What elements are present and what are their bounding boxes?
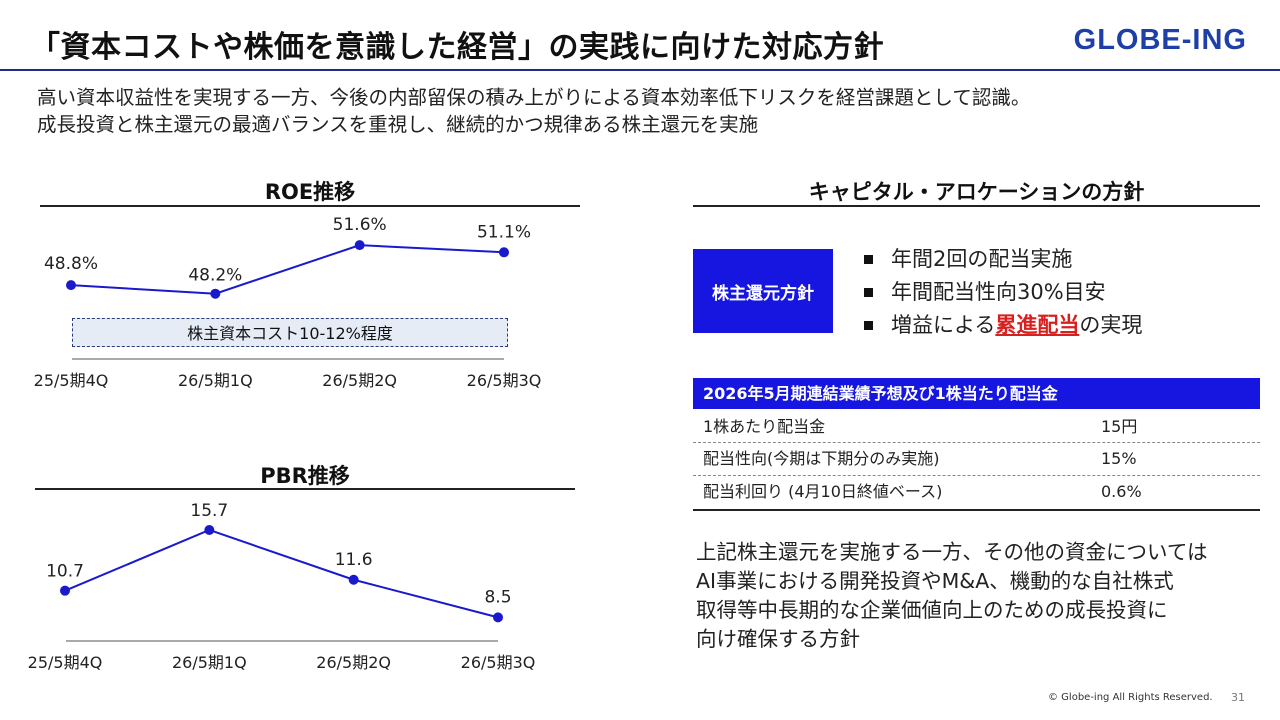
roe-x-tick-label: 26/5期1Q bbox=[178, 371, 253, 390]
table-row: 1株あたり配当金 15円 bbox=[693, 411, 1260, 443]
pbr-data-label: 15.7 bbox=[190, 501, 228, 521]
dividend-table-header: 2026年5月期連結業績予想及び1株当たり配当金 bbox=[693, 378, 1260, 409]
roe-x-tick-label: 26/5期3Q bbox=[467, 371, 542, 390]
cost-of-capital-annotation: 株主資本コスト10-12%程度 bbox=[72, 318, 508, 347]
roe-data-point bbox=[210, 288, 221, 299]
table-bottom-rule bbox=[693, 509, 1260, 511]
roe-chart-title: ROE推移 bbox=[264, 180, 356, 204]
table-row-value: 15% bbox=[1101, 449, 1137, 468]
company-logo: GLOBE-ING bbox=[1073, 24, 1247, 56]
policy-bullet-text: 年間配当性向30%目安 bbox=[891, 280, 1106, 304]
table-row-value: 15円 bbox=[1101, 417, 1138, 436]
pbr-series-line bbox=[64, 528, 499, 619]
pbr-x-tick-label: 25/5期4Q bbox=[28, 653, 103, 672]
intro-text: 高い資本収益性を実現する一方、今後の内部留保の積み上がりによる資本効率低下リスク… bbox=[37, 84, 1030, 138]
roe-data-label: 48.8% bbox=[44, 254, 98, 274]
policy-bullet: 年間2回の配当実施 bbox=[864, 243, 1142, 276]
progressive-dividend-highlight: 累進配当 bbox=[995, 313, 1080, 337]
pbr-data-label: 10.7 bbox=[46, 562, 84, 582]
policy-bullet-text: 年間2回の配当実施 bbox=[891, 247, 1073, 271]
closing-line-4: 向け確保する方針 bbox=[696, 627, 860, 651]
policy-bullet-list: 年間2回の配当実施 年間配当性向30%目安 増益による 累進配当 の実現 bbox=[864, 243, 1142, 342]
closing-line-3: 取得等中長期的な企業価値向上のための成長投資に bbox=[696, 598, 1168, 622]
policy-bullet: 増益による 累進配当 の実現 bbox=[864, 309, 1142, 342]
closing-line-1: 上記株主還元を実施する一方、その他の資金については bbox=[696, 540, 1208, 564]
title-divider bbox=[0, 69, 1280, 71]
table-row-divider bbox=[693, 442, 1260, 443]
pbr-data-label: 11.6 bbox=[335, 550, 373, 570]
roe-data-label: 51.6% bbox=[333, 215, 387, 235]
pbr-data-point bbox=[60, 585, 70, 596]
policy-bullet-suffix: の実現 bbox=[1079, 313, 1143, 337]
capital-allocation-title: キャピタル・アロケーションの方針 bbox=[808, 180, 1145, 204]
roe-data-label: 48.2% bbox=[188, 266, 242, 286]
table-row-divider bbox=[693, 475, 1260, 476]
table-row-label: 配当利回り (4月10日終値ベース) bbox=[703, 482, 943, 501]
square-bullet-icon bbox=[864, 321, 873, 330]
table-row: 配当性向(今期は下期分のみ実施) 15% bbox=[693, 443, 1260, 475]
roe-title-rule bbox=[40, 205, 580, 207]
roe-data-point bbox=[499, 247, 509, 258]
roe-x-tick-label: 26/5期2Q bbox=[322, 371, 397, 390]
square-bullet-icon bbox=[864, 288, 873, 297]
page-title: 「資本コストや株価を意識した経営」の実践に向けた対応方針 bbox=[30, 30, 884, 65]
roe-data-point bbox=[66, 280, 76, 291]
pbr-data-label: 8.5 bbox=[484, 587, 511, 607]
page-number: 31 bbox=[1231, 691, 1245, 704]
roe-series-line bbox=[70, 244, 505, 295]
intro-line-2: 成長投資と株主還元の最適バランスを重視し、継続的かつ規律ある株主還元を実施 bbox=[37, 113, 759, 136]
square-bullet-icon bbox=[864, 255, 873, 264]
pbr-x-tick-label: 26/5期3Q bbox=[461, 653, 536, 672]
table-row-value: 0.6% bbox=[1101, 482, 1142, 501]
copyright-notice: © Globe-ing All Rights Reserved. bbox=[1048, 692, 1213, 703]
roe-data-label: 51.1% bbox=[477, 222, 531, 242]
roe-data-point bbox=[354, 240, 365, 251]
pbr-title-rule bbox=[35, 488, 575, 490]
pbr-x-tick-label: 26/5期2Q bbox=[316, 653, 391, 672]
pbr-data-point bbox=[493, 612, 503, 623]
policy-bullet: 年間配当性向30%目安 bbox=[864, 276, 1142, 309]
policy-bullet-prefix: 増益による bbox=[891, 313, 996, 337]
capital-title-rule bbox=[693, 205, 1260, 207]
table-row-label: 1株あたり配当金 bbox=[703, 417, 826, 436]
roe-x-tick-label: 25/5期4Q bbox=[34, 371, 109, 390]
table-row: 配当利回り (4月10日終値ベース) 0.6% bbox=[693, 476, 1260, 508]
shareholder-return-policy-box: 株主還元方針 bbox=[693, 249, 833, 333]
table-row-label: 配当性向(今期は下期分のみ実施) bbox=[703, 449, 940, 468]
pbr-x-tick-label: 26/5期1Q bbox=[172, 653, 247, 672]
pbr-chart-title: PBR推移 bbox=[260, 464, 350, 488]
closing-text: 上記株主還元を実施する一方、その他の資金については AI事業における開発投資やM… bbox=[696, 538, 1207, 654]
pbr-data-point bbox=[204, 524, 215, 535]
intro-line-1: 高い資本収益性を実現する一方、今後の内部留保の積み上がりによる資本効率低下リスク… bbox=[37, 86, 1031, 109]
closing-line-2: AI事業における開発投資やM&A、機動的な自社株式 bbox=[696, 569, 1174, 593]
pbr-data-point bbox=[348, 574, 359, 585]
